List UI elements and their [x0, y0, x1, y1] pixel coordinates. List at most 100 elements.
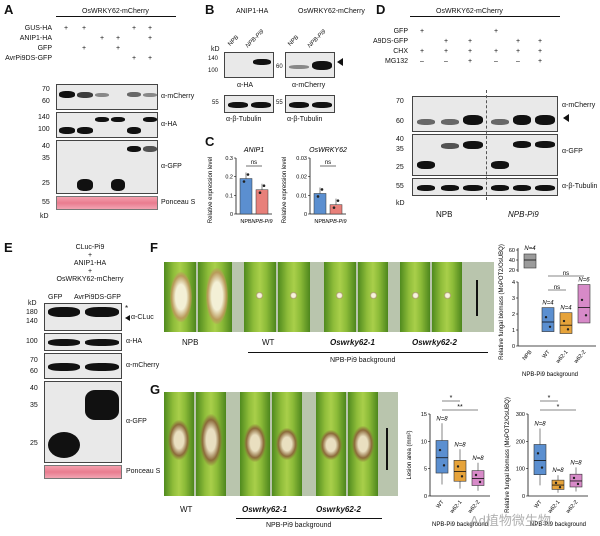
c-ns: ns: [325, 160, 331, 166]
box-body: [523, 253, 537, 269]
box-n: N=4: [542, 301, 554, 307]
c-point: [336, 199, 340, 202]
e-header: CLuc-Pi9 + ANIP1-HA + OsWRKY62-mCherry: [40, 244, 140, 284]
condition-label: MG132: [385, 58, 408, 65]
b-blot-ha: [224, 52, 274, 78]
c-category: NPB-Pi9: [325, 219, 346, 225]
e-ponceau: [44, 465, 122, 479]
box-sig: **: [457, 404, 463, 411]
condition-mark: +: [82, 25, 87, 32]
condition-label: GUS-HA: [24, 25, 52, 32]
box-point: [540, 466, 544, 469]
box-n: N=8: [552, 468, 564, 474]
d-blot-tubulin: [412, 178, 558, 196]
b-marker: 100: [208, 68, 219, 74]
b-blot-tubulin-right: [285, 95, 335, 113]
a-blot-mcherry: [56, 84, 158, 110]
box-ylabel: Relative fungal biomass (MoPOT2/OsUBQ): [499, 244, 505, 360]
c-bar-chart-oswrky62: OsWRKY62 Relative expression level 0 0.01 0.…: [282, 147, 347, 225]
box-n: N=8: [472, 456, 484, 462]
condition-mark: +: [64, 25, 69, 32]
condition-mark: –: [444, 58, 448, 65]
b-kd: kD: [211, 46, 220, 53]
a-marker: 35: [42, 155, 50, 162]
box-tick-label: 200: [516, 439, 525, 445]
e-blot-gfp: [44, 381, 122, 463]
b-lane: NPB-Pi9: [244, 28, 266, 50]
condition-mark: +: [468, 48, 473, 55]
c-tick-label: 0.1: [225, 193, 233, 199]
a-blot-ha: [56, 112, 158, 138]
box-body: [453, 460, 467, 482]
box-point: [580, 298, 584, 302]
d-blot-mcherry: [412, 96, 558, 132]
box-point: [566, 328, 570, 331]
scale-bar: [476, 280, 478, 316]
d-marker: 55: [396, 183, 404, 190]
box-tick-label: 4: [512, 280, 515, 286]
d-marker: 25: [396, 164, 404, 171]
b-lane: NPB: [227, 34, 241, 48]
condition-mark: +: [116, 35, 121, 42]
a-kd: kD: [40, 213, 49, 220]
condition-mark: +: [538, 48, 543, 55]
condition-mark: +: [148, 55, 153, 62]
f-background-rule: [248, 352, 488, 353]
condition-mark: –: [420, 58, 424, 65]
box-point: [478, 480, 482, 484]
scale-bar: [386, 428, 388, 470]
b-left-title: ANIP1-HA: [236, 8, 269, 15]
condition-mark: +: [100, 35, 105, 42]
box-tick-label: 40: [509, 258, 515, 264]
b-label: α-HA: [237, 82, 254, 89]
g-leaf-photo: [164, 392, 398, 496]
d-blot-gfp: [412, 134, 558, 176]
box-tick-label: 100: [516, 467, 525, 473]
a-marker: 60: [42, 98, 50, 105]
box-n: N=8: [570, 460, 582, 466]
c-point: [258, 191, 262, 195]
c-ylabel: Relative expression level: [208, 157, 214, 223]
b-label: α-β-Tubulin: [287, 116, 323, 123]
box-category: w62-1: [449, 499, 464, 515]
box-point: [456, 465, 460, 468]
condition-mark: –: [516, 58, 520, 65]
a-ponceau: [56, 196, 158, 210]
box-category: WT: [435, 499, 446, 510]
box-body: [471, 470, 485, 486]
box-point: [460, 475, 464, 478]
c-ylabel: Relative expression level: [282, 157, 288, 223]
c-point: [242, 180, 246, 183]
box-tick-label: 0: [424, 494, 427, 500]
box-tick-label: 5: [424, 467, 427, 473]
g-biomass-box-plot: Relative fungal biomass (MoPOT2/OsUBQ) 30…: [505, 395, 588, 528]
condition-label: CHX: [393, 48, 408, 55]
box-tick-label: 300: [516, 412, 525, 418]
box-body: [435, 440, 449, 474]
box-tick-label: 15: [421, 412, 427, 418]
box-category: w62-2: [565, 499, 580, 515]
f-label: Oswrky62-2: [412, 338, 457, 347]
a-marker: 100: [38, 126, 50, 133]
d-title: OsWRKY62-mCherry: [436, 8, 503, 15]
b-marker: 140: [208, 56, 219, 62]
g-lesion-box-plot: Lesion area (mm²)151050N=8WTN=8w62-1N=8w…: [407, 395, 490, 528]
condition-mark: +: [132, 25, 137, 32]
box-tick-label: 10: [421, 439, 427, 445]
box-tick-label: 3: [512, 296, 515, 302]
c-category: NPB: [314, 219, 326, 225]
condition-mark: +: [148, 25, 153, 32]
a-marker: 40: [42, 143, 50, 150]
condition-label: GFP: [393, 28, 408, 35]
condition-mark: +: [132, 55, 137, 62]
c-bar: [313, 193, 327, 215]
a-title: OsWRKY62-mCherry: [82, 8, 149, 15]
box-category: WT: [541, 349, 552, 360]
d-kd: kD: [396, 200, 405, 207]
c-tick-label: 0.2: [225, 175, 233, 181]
b-right-title: OsWRKY62-mCherry: [298, 8, 365, 15]
condition-mark: +: [148, 35, 153, 42]
f-label: WT: [262, 338, 275, 347]
e-blot-cluc: [44, 303, 122, 331]
